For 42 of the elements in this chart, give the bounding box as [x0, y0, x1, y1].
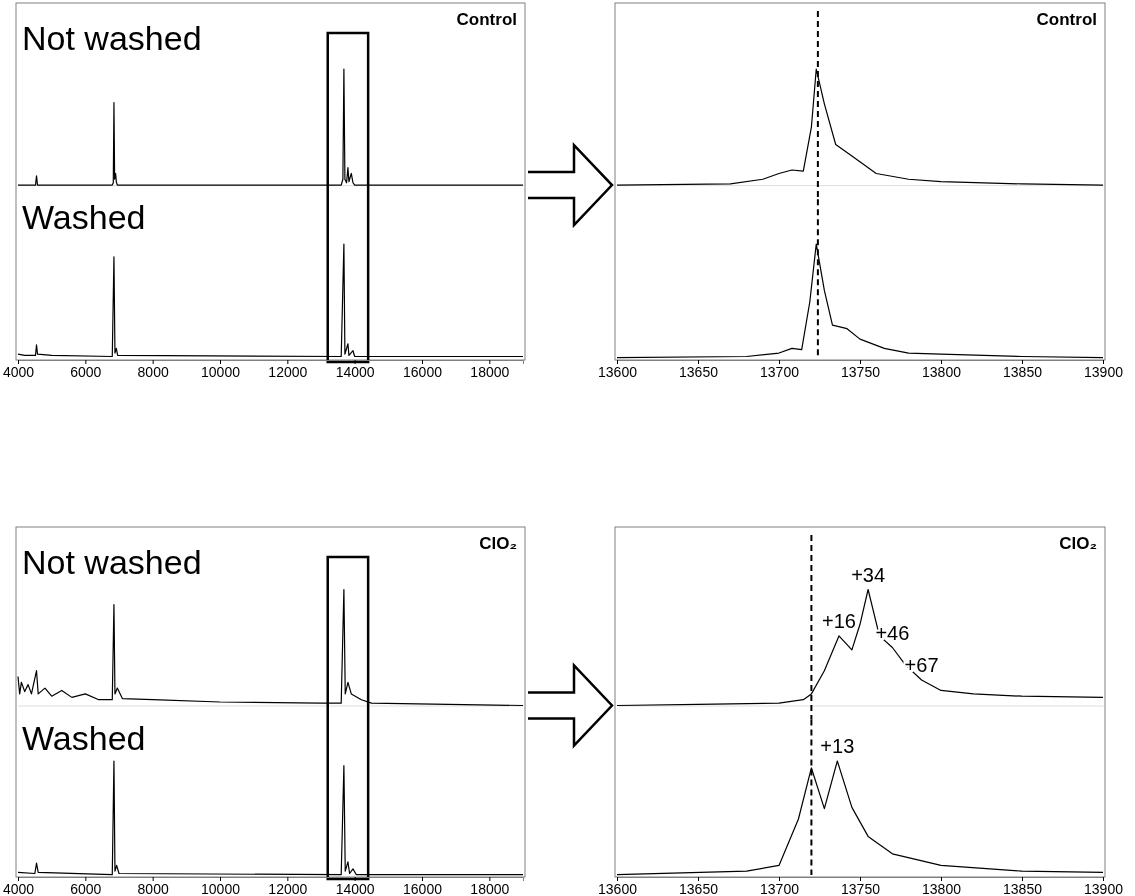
x-tick-label: 18000 — [470, 880, 510, 896]
x-tick-label: 14000 — [335, 363, 375, 380]
x-tick-label: 8000 — [137, 880, 169, 896]
x-tick-label: 16000 — [403, 363, 443, 380]
x-tick-label: 10000 — [201, 363, 241, 380]
x-tick-label: 13850 — [1003, 363, 1043, 380]
x-tick-label: 8000 — [137, 363, 169, 380]
x-tick-label: 13900 — [1084, 880, 1124, 896]
x-tick-label: 13900 — [1084, 363, 1124, 380]
x-tick-label: 13700 — [760, 880, 800, 896]
x-tick-label: 12000 — [268, 363, 308, 380]
x-tick-label: 16000 — [403, 880, 443, 896]
chart-title: Control — [1036, 10, 1097, 29]
chart-title: ClO₂ — [479, 534, 517, 553]
chart-title: ClO₂ — [1059, 534, 1097, 553]
x-tick-label: 4000 — [2, 363, 35, 380]
series-label: Washed — [22, 198, 146, 237]
annotation: +67 — [904, 653, 939, 676]
series-label: Washed — [22, 718, 146, 757]
x-tick-label: 6000 — [70, 363, 102, 380]
x-tick-label: 13750 — [841, 363, 881, 380]
x-tick-label: 18000 — [470, 363, 510, 380]
x-tick-label: 13600 — [598, 880, 638, 896]
series-label: Not washed — [22, 543, 202, 581]
x-tick-label: 13850 — [1003, 880, 1043, 896]
annotation: +34 — [851, 563, 886, 586]
x-tick-label: 12000 — [268, 880, 308, 896]
series-label: Not washed — [22, 19, 202, 57]
annotation: +16 — [821, 609, 856, 632]
x-tick-label: 6000 — [70, 880, 102, 896]
x-tick-label: 4000 — [2, 880, 35, 896]
x-tick-label: 13650 — [679, 363, 719, 380]
x-tick-label: 13650 — [679, 880, 719, 896]
annotation: +13 — [820, 735, 855, 757]
x-tick-label: 13600 — [598, 363, 638, 380]
x-tick-label: 14000 — [335, 880, 375, 896]
x-tick-label: 10000 — [201, 880, 241, 896]
chart-title: Control — [456, 10, 517, 29]
x-tick-label: 13750 — [841, 880, 881, 896]
x-tick-label: 13800 — [922, 363, 962, 380]
x-tick-label: 13700 — [760, 363, 800, 380]
x-tick-label: 13800 — [922, 880, 962, 896]
